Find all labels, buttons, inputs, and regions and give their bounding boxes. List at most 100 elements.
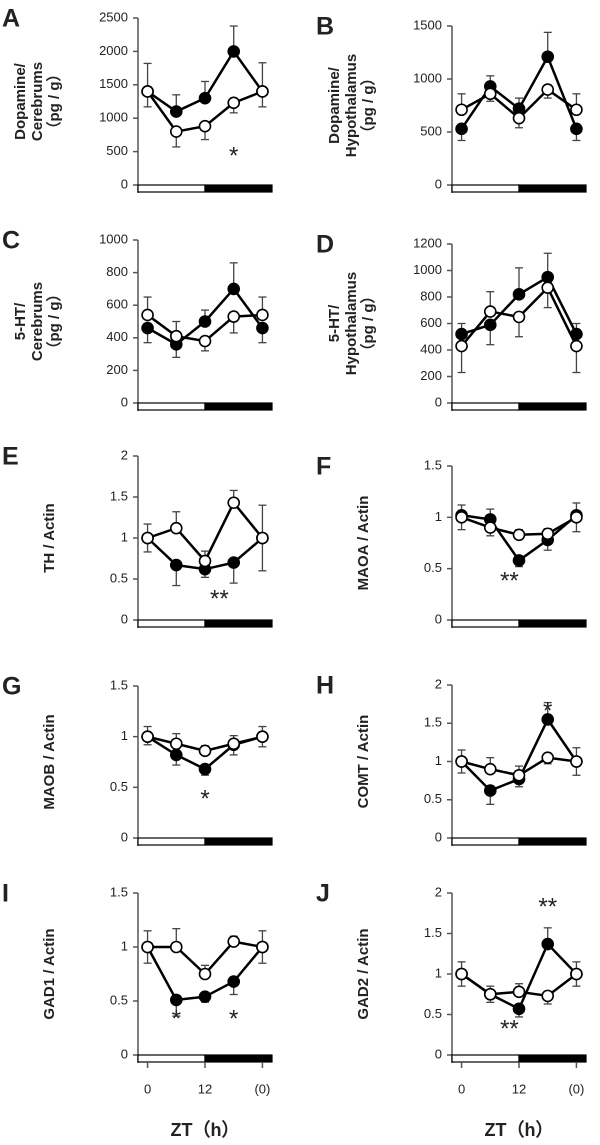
data-point — [570, 122, 583, 136]
y-tick-label: 1.5 — [110, 677, 128, 692]
light-bar — [137, 837, 206, 846]
y-tick-label: 1.5 — [110, 884, 128, 899]
y-tick-label: 0 — [121, 1046, 128, 1061]
data-point — [198, 762, 212, 776]
y-tick-label: 1200 — [413, 235, 442, 250]
data-point — [141, 85, 154, 98]
data-point — [169, 329, 183, 343]
data-point — [256, 85, 269, 98]
x-tick-label: 0 — [458, 1081, 465, 1096]
chart-panel: H COMT / Actin 0 0.5 1 1.5 2 * — [316, 672, 587, 846]
y-tick-label: 1000 — [413, 70, 442, 85]
y-tick-label: 0 — [435, 394, 442, 409]
y-tick-label: 1 — [435, 509, 442, 524]
data-point — [169, 125, 183, 138]
y-tick-label: 2000 — [99, 43, 128, 58]
chart-panel: F MAOA / Actin 0 0.5 1 1.5 ** — [316, 453, 587, 628]
data-point — [227, 556, 241, 569]
panel-letter: F — [316, 453, 331, 481]
y-tick-label: 0.5 — [110, 992, 128, 1007]
data-point — [512, 985, 526, 999]
data-point — [455, 327, 468, 341]
light-bar — [451, 619, 520, 628]
y-tick-label: 0.5 — [424, 1006, 442, 1021]
y-axis-label: Dopamine/ — [326, 66, 343, 144]
data-point — [570, 327, 583, 341]
data-point — [198, 990, 212, 1003]
data-point — [512, 111, 526, 125]
data-point — [256, 308, 269, 322]
data-point — [169, 940, 183, 954]
data-point — [198, 744, 212, 758]
y-tick-label: 1.5 — [110, 488, 128, 503]
y-tick-label: 200 — [420, 368, 442, 383]
data-point — [227, 310, 241, 323]
data-point — [455, 967, 468, 981]
dark-bar — [518, 619, 587, 628]
chart-panel: D 5-HT/Hypothalamus （pg / g） 0 200 400 600 800 1… — [316, 231, 587, 411]
y-tick-label: 1.5 — [424, 457, 442, 472]
chart-panel: B Dopamine/Hypothalamus （pg / g） 0 500 1000 15… — [316, 13, 587, 193]
data-point — [141, 308, 154, 322]
chart-panel: J GAD2 / Actin 0 0.5 1 1.5 2 0 12 (0) ZT（h） ** ** — [316, 880, 587, 1140]
y-tick-label: 1000 — [413, 262, 442, 277]
dark-bar — [204, 619, 273, 628]
y-tick-label: 400 — [106, 329, 128, 344]
data-point — [455, 511, 468, 524]
data-point — [169, 558, 183, 572]
data-point — [198, 91, 212, 105]
y-tick-label: 600 — [106, 297, 128, 312]
y-tick-label: 200 — [106, 362, 128, 377]
data-point — [455, 755, 468, 768]
data-point — [141, 940, 154, 954]
y-axis-label: （pg / g） — [45, 67, 63, 137]
chart-panel: E TH / Actin 0 0.5 1 1.5 2 ** — [2, 443, 273, 628]
y-tick-label: 0 — [435, 829, 442, 844]
y-tick-label: 1 — [435, 965, 442, 980]
y-tick-label: 1500 — [413, 17, 442, 32]
y-tick-label: 400 — [420, 341, 442, 356]
chart-panel: C 5-HT/Cerebrums （pg / g） 0 200 400 600 800 1000 — [2, 227, 273, 411]
x-axis-label: ZT（h） — [171, 1120, 240, 1140]
data-point — [198, 119, 212, 133]
y-axis-label: （pg / g） — [45, 287, 63, 357]
data-point — [141, 730, 154, 743]
significance-mark: * — [172, 1005, 181, 1032]
data-point — [541, 527, 555, 541]
y-tick-label: 1 — [121, 529, 128, 544]
data-point — [541, 270, 555, 284]
y-axis-label: Dopamine/ — [12, 62, 29, 140]
y-tick-label: 2 — [121, 447, 128, 462]
data-point — [483, 987, 497, 1001]
panel-letter: B — [316, 13, 334, 41]
y-axis-label: 5-HT/ — [326, 304, 343, 342]
dark-bar — [204, 837, 273, 846]
data-point — [541, 751, 555, 764]
data-point — [512, 768, 526, 782]
y-tick-label: 0.5 — [110, 779, 128, 794]
panel-letter: J — [316, 880, 330, 908]
data-point — [198, 334, 212, 348]
y-tick-label: 500 — [420, 123, 442, 138]
data-point — [483, 762, 497, 776]
data-point — [455, 103, 468, 117]
x-tick-label: (0) — [254, 1081, 270, 1096]
light-bar — [137, 402, 206, 411]
x-tick-label: 12 — [512, 1081, 526, 1096]
y-tick-label: 0 — [121, 394, 128, 409]
data-point — [512, 528, 526, 542]
data-point — [570, 103, 583, 117]
y-tick-label: 0.5 — [424, 560, 442, 575]
y-tick-label: 0.5 — [424, 791, 442, 806]
dark-bar — [204, 1054, 273, 1063]
y-tick-label: 1000 — [99, 231, 128, 246]
data-point — [256, 321, 269, 335]
y-tick-label: 0 — [435, 611, 442, 626]
y-tick-label: 2 — [435, 676, 442, 691]
data-point — [256, 531, 269, 545]
y-tick-label: 500 — [106, 143, 128, 158]
y-axis-label: 5-HT/ — [12, 302, 29, 340]
y-tick-label: 1.5 — [424, 925, 442, 940]
panel-letter: A — [2, 5, 20, 33]
light-bar — [451, 402, 520, 411]
